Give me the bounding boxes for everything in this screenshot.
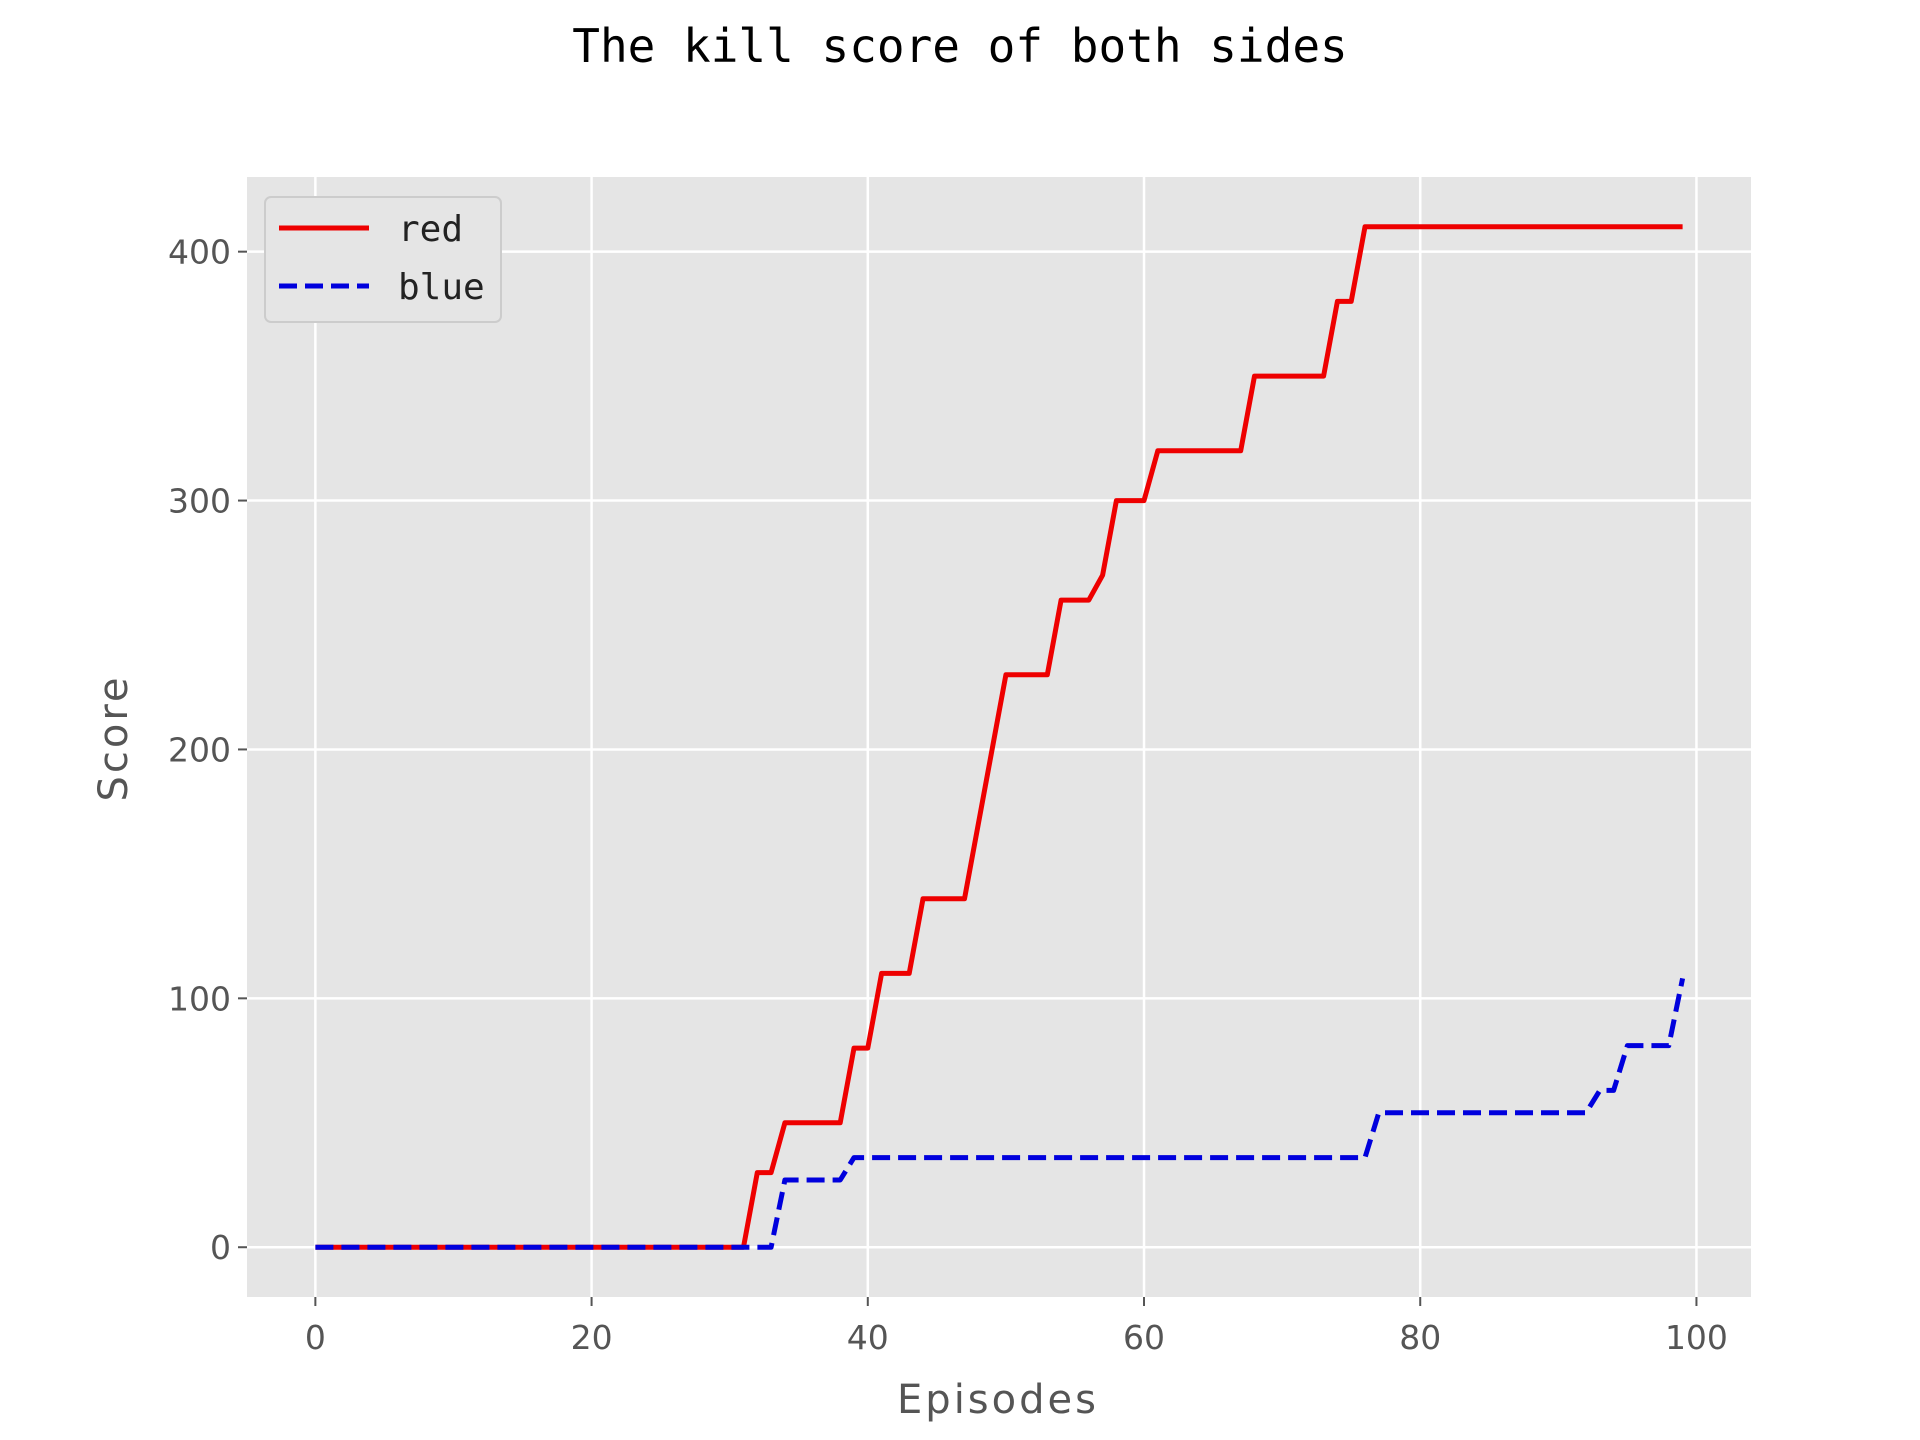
legend-blue-label: blue [398,267,485,308]
x-tick-label: 40 [847,1318,889,1357]
x-tick-label: 20 [571,1318,613,1357]
x-axis: 0 20 40 60 80 100 [305,1297,1728,1357]
series-line-red [315,224,1683,1250]
y-axis: 0 100 200 300 400 [168,233,247,1267]
y-tick-label: 100 [168,979,231,1018]
x-tick-label: 80 [1399,1318,1441,1357]
y-tick-label: 200 [168,730,231,769]
legend: red blue [264,196,502,323]
series-line-blue [315,977,1686,1250]
series-lines [315,224,1686,1250]
y-tick-label: 300 [168,482,231,521]
y-tick-label: 400 [168,233,231,272]
y-axis-label: Score [91,674,137,801]
y-tick-label: 0 [210,1228,231,1267]
x-tick-label: 100 [1665,1318,1728,1357]
chart-title: The kill score of both sides [572,19,1347,73]
x-tick-label: 0 [305,1318,326,1357]
x-axis-label: Episodes [897,1377,1099,1423]
plot-area [247,177,1751,1297]
x-tick-label: 60 [1123,1318,1165,1357]
legend-red-label: red [398,209,463,250]
